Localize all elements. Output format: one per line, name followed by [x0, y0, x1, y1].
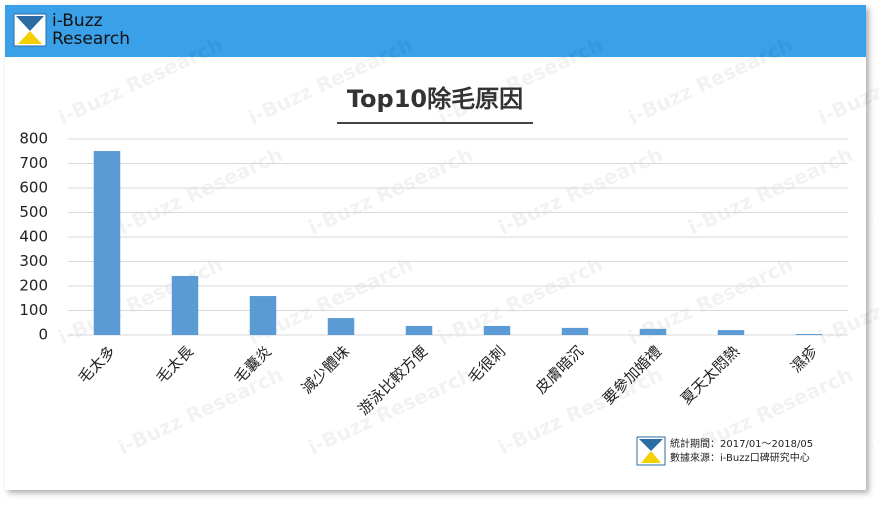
logo-text: i-Buzz: [52, 11, 103, 31]
y-tick-label: 100: [19, 301, 48, 319]
y-tick-label: 600: [19, 179, 48, 197]
y-tick-label: 700: [19, 154, 48, 172]
logo: [13, 13, 47, 47]
bar: [639, 328, 667, 335]
bar: [249, 296, 277, 335]
header-bar: [5, 5, 866, 57]
chart-title: Top10除毛原因: [347, 85, 523, 113]
footer-logo: [636, 436, 666, 466]
bar: [93, 151, 121, 335]
bar: [561, 327, 589, 335]
y-tick-label: 400: [19, 228, 48, 246]
bar: [327, 318, 355, 335]
footer-period: 統計期間：2017/01～2018/05: [670, 437, 813, 450]
card: [5, 5, 866, 490]
y-tick-label: 300: [19, 252, 48, 270]
footer-source: 數據來源：i-Buzz口碑研究中心: [670, 451, 810, 464]
watermark: i-Buzz Research: [874, 142, 879, 239]
y-tick-label: 200: [19, 277, 48, 295]
bar: [795, 334, 823, 335]
watermark: i-Buzz Research: [874, 362, 879, 459]
y-tick-label: 500: [19, 203, 48, 221]
y-tick-label: 800: [19, 130, 48, 148]
bar: [171, 275, 199, 335]
bar: [483, 325, 511, 335]
bar: [405, 325, 433, 335]
bar: [717, 330, 745, 335]
y-tick-label: 0: [38, 326, 48, 344]
logo-text: Research: [52, 29, 130, 49]
